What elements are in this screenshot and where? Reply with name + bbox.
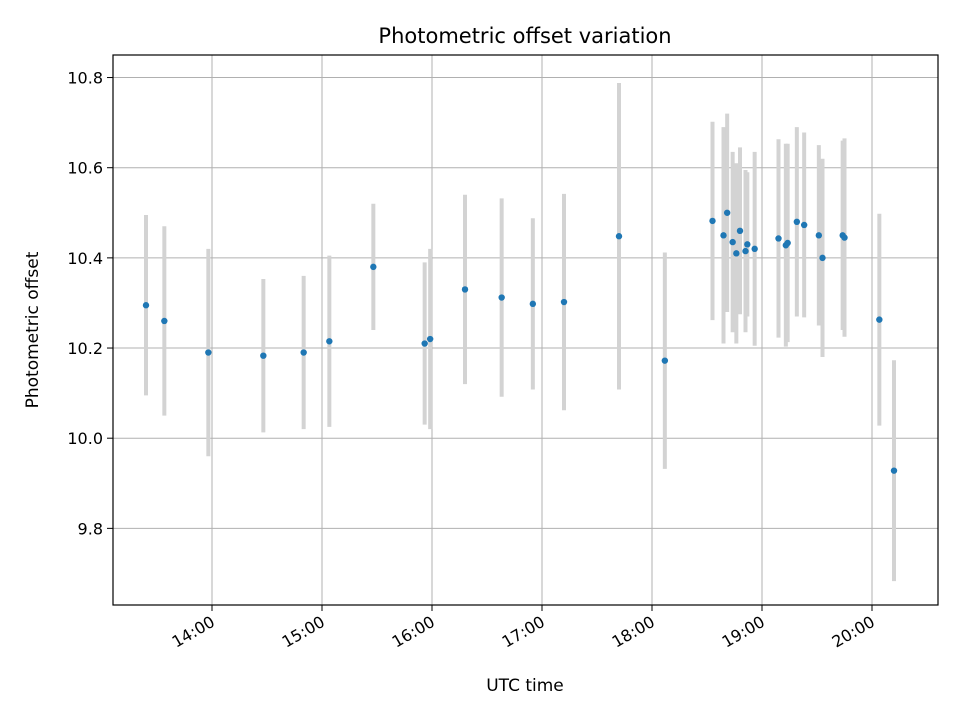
x-tick-label: 19:00 bbox=[719, 612, 768, 652]
data-point bbox=[736, 227, 744, 235]
x-axis-ticks: 14:00 15:00 16:00 17:00 18:00 19:00 20:00 bbox=[169, 605, 878, 652]
x-tick-label: 16:00 bbox=[389, 612, 438, 652]
data-point bbox=[300, 349, 307, 356]
data-point bbox=[260, 352, 267, 359]
chart-title: Photometric offset variation bbox=[378, 24, 671, 48]
data-point bbox=[326, 338, 333, 345]
data-point bbox=[461, 286, 469, 293]
data-point bbox=[426, 335, 434, 343]
data-points bbox=[142, 209, 898, 474]
data-point bbox=[421, 340, 428, 347]
y-tick-label: 10.8 bbox=[67, 69, 103, 88]
grid bbox=[113, 55, 938, 605]
data-point bbox=[890, 467, 898, 474]
data-point bbox=[841, 234, 848, 241]
data-point bbox=[775, 235, 782, 242]
data-point bbox=[800, 221, 808, 229]
x-tick-label: 17:00 bbox=[499, 612, 548, 652]
data-point bbox=[733, 250, 740, 257]
data-point bbox=[720, 232, 727, 239]
data-point bbox=[370, 263, 377, 271]
x-tick-label: 14:00 bbox=[169, 612, 218, 652]
data-point bbox=[729, 238, 736, 246]
data-point bbox=[615, 233, 623, 240]
data-point bbox=[661, 357, 669, 364]
data-point bbox=[560, 298, 568, 306]
data-point bbox=[751, 245, 758, 253]
error-bars bbox=[144, 82, 896, 582]
y-tick-label: 10.6 bbox=[67, 159, 103, 178]
plot-frame bbox=[112, 54, 939, 606]
data-point bbox=[815, 232, 823, 239]
x-tick-label: 15:00 bbox=[279, 612, 328, 652]
data-point bbox=[723, 209, 731, 216]
x-tick-label: 20:00 bbox=[829, 612, 878, 652]
data-point bbox=[205, 349, 212, 356]
x-axis-label: UTC time bbox=[486, 676, 564, 696]
data-point bbox=[793, 218, 801, 226]
data-point bbox=[142, 302, 150, 309]
data-point bbox=[819, 254, 826, 262]
y-tick-label: 10.4 bbox=[67, 249, 103, 268]
y-axis-ticks: 9.8 10.0 10.2 10.4 10.6 10.8 bbox=[67, 69, 113, 538]
data-point bbox=[161, 317, 168, 325]
data-point bbox=[742, 247, 749, 255]
y-tick-label: 10.0 bbox=[67, 429, 103, 448]
data-point bbox=[744, 241, 751, 248]
y-tick-label: 10.2 bbox=[67, 339, 103, 358]
data-point bbox=[876, 316, 883, 323]
x-tick-label: 18:00 bbox=[609, 612, 658, 652]
data-point bbox=[709, 217, 716, 225]
data-point bbox=[529, 300, 537, 308]
y-tick-label: 9.8 bbox=[78, 519, 103, 538]
y-axis-label: Photometric offset bbox=[23, 251, 43, 408]
data-point bbox=[498, 294, 505, 301]
data-point bbox=[784, 239, 791, 247]
